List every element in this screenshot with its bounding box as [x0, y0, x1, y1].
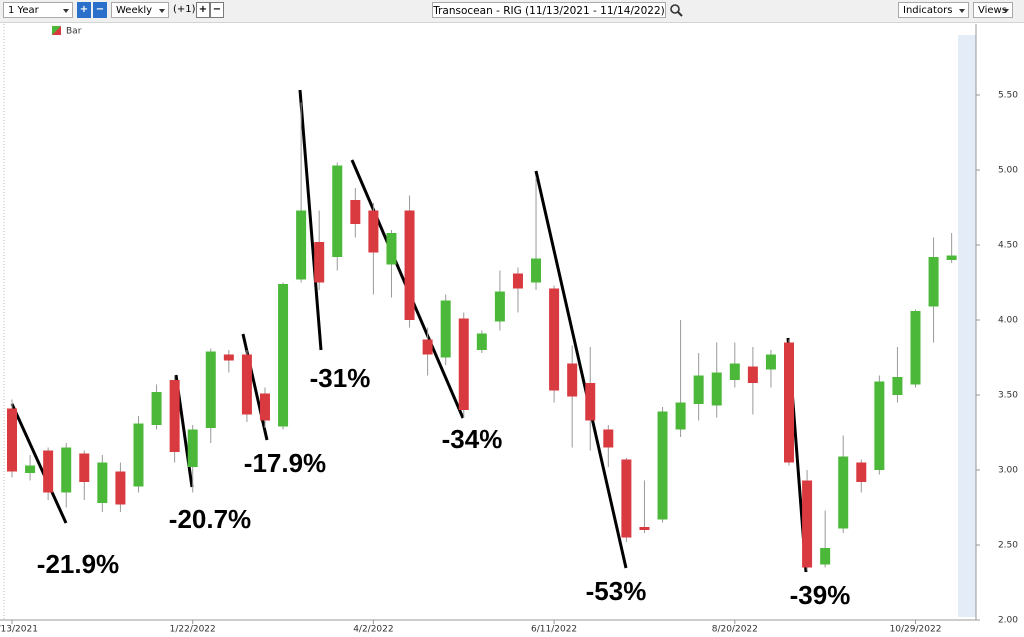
y-tick-label: 4.50	[998, 241, 1018, 251]
candle-body	[115, 471, 126, 505]
candle-body	[43, 450, 54, 493]
x-tick-label: 4/2/2022	[353, 625, 393, 635]
candle-body	[675, 402, 686, 430]
candle-body	[946, 255, 957, 260]
candle-body	[241, 354, 252, 415]
candle-body	[7, 408, 17, 472]
candle-body	[494, 291, 505, 322]
candle-body	[512, 273, 523, 289]
candle-body	[458, 318, 469, 410]
candle-body	[332, 165, 343, 257]
annotation: -20.7%	[169, 504, 251, 534]
candle-body	[567, 363, 578, 397]
x-tick-label: 11/13/2021	[0, 625, 38, 635]
candle-body	[802, 480, 813, 568]
y-tick-label: 2.00	[998, 616, 1018, 626]
candle-body	[314, 242, 325, 283]
annotation: -21.9%	[37, 549, 119, 579]
x-tick-label: 10/29/2022	[890, 625, 942, 635]
candle-body	[386, 233, 397, 265]
candle-body	[928, 257, 939, 307]
zoom-out-button[interactable]: −	[93, 2, 107, 18]
candle-body	[531, 258, 542, 283]
zoom-in-button[interactable]: +	[77, 2, 91, 18]
candle-body	[422, 339, 433, 355]
y-tick-label: 2.50	[998, 541, 1018, 551]
candle-body	[784, 342, 795, 463]
offset-minus-button[interactable]: −	[210, 2, 224, 18]
annotation: -53%	[586, 576, 647, 606]
indicators-dropdown[interactable]: Indicators	[898, 2, 969, 18]
toolbar: 1 Year + − Weekly (+1) + − Transocean - …	[0, 0, 1024, 23]
y-tick-label: 5.50	[998, 91, 1018, 101]
period-dropdown[interactable]: 1 Year	[3, 2, 73, 18]
candle-body	[368, 210, 379, 253]
scroll-strip	[958, 35, 976, 617]
candle-body	[892, 377, 903, 395]
candle-body	[205, 351, 216, 428]
candle-body	[79, 453, 90, 482]
trend-lines	[10, 89, 808, 573]
candle-body	[404, 210, 415, 320]
y-tick-label: 3.00	[998, 466, 1018, 476]
trend-line	[534, 170, 628, 569]
candle-body	[747, 366, 758, 383]
candle-body	[856, 462, 867, 482]
candle-body	[25, 465, 36, 473]
candle-body	[187, 429, 198, 467]
offset-plus-button[interactable]: +	[196, 2, 210, 18]
annotation: -34%	[442, 424, 503, 454]
views-dropdown[interactable]: Views	[973, 2, 1013, 18]
symbol-title[interactable]: Transocean - RIG (11/13/2021 - 11/14/202…	[432, 2, 666, 18]
candle-body	[133, 423, 144, 487]
legend-label: Bar	[66, 27, 82, 37]
candle-body	[259, 393, 270, 421]
candle-body	[765, 354, 776, 370]
legend-icon-red	[52, 26, 61, 35]
offset-label: (+1)	[173, 4, 196, 15]
candle-body	[621, 459, 632, 538]
trend-line	[10, 403, 68, 524]
annotation: -17.9%	[244, 448, 326, 478]
trend-line	[298, 89, 323, 351]
candle-body	[169, 380, 180, 452]
interval-dropdown[interactable]: Weekly	[111, 2, 169, 18]
candle-body	[910, 311, 921, 385]
candle-body	[97, 462, 108, 503]
candle-body	[476, 333, 487, 350]
candle-body	[820, 548, 831, 565]
candle-body	[711, 372, 722, 406]
candle-body	[693, 375, 704, 404]
y-tick-label: 3.50	[998, 391, 1018, 401]
candle-body	[350, 200, 361, 224]
y-tick-label: 5.00	[998, 166, 1018, 176]
candle-body	[639, 527, 650, 530]
annotation: -31%	[310, 363, 371, 393]
candle-body	[61, 447, 72, 493]
candle-body	[874, 381, 885, 470]
candle-body	[838, 456, 849, 529]
candle-body	[223, 354, 234, 361]
candle-body	[296, 210, 307, 280]
x-tick-label: 8/20/2022	[712, 625, 758, 635]
candle-body	[603, 429, 614, 448]
candle-body	[657, 411, 668, 520]
x-tick-label: 6/11/2022	[531, 625, 577, 635]
x-tick-label: 1/22/2022	[170, 625, 216, 635]
candle-body	[151, 392, 162, 425]
y-tick-label: 4.00	[998, 316, 1018, 326]
candle-body	[440, 300, 451, 358]
candle-body	[278, 284, 289, 427]
search-icon[interactable]	[669, 2, 683, 18]
annotation: -39%	[790, 580, 851, 610]
candle-body	[549, 288, 560, 391]
candle-body	[729, 363, 740, 380]
candle-body	[585, 383, 596, 421]
